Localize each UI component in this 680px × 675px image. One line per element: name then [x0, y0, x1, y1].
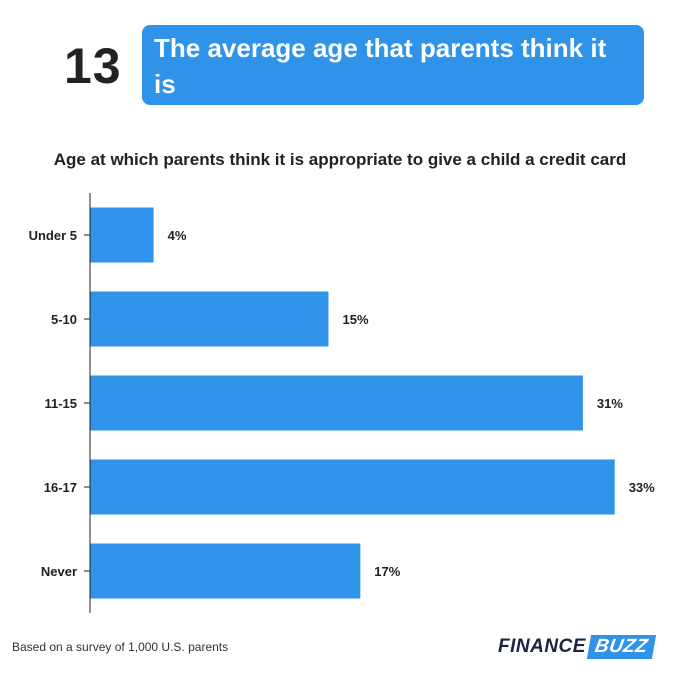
value-label-4: 17% — [374, 564, 400, 579]
headline-line-1: The average age that parents think it is — [154, 33, 607, 99]
logo-finance-text: FINANCE — [498, 636, 586, 657]
logo-buzz-text: BUZZ — [586, 635, 656, 659]
category-label-0: Under 5 — [29, 228, 77, 243]
chart-title: Age at which parents think it is appropr… — [53, 150, 627, 169]
value-label-0: 4% — [168, 228, 187, 243]
value-label-1: 15% — [343, 312, 369, 327]
category-label-3: 16-17 — [44, 480, 77, 495]
bar-3 — [90, 459, 615, 515]
bar-0 — [90, 207, 154, 263]
value-label-3: 33% — [629, 480, 655, 495]
headline-banner: The average age that parents think it is… — [142, 25, 644, 171]
category-label-1: 5-10 — [51, 312, 77, 327]
survey-footnote: Based on a survey of 1,000 U.S. parents — [12, 640, 229, 654]
value-label-2: 31% — [597, 396, 623, 411]
stat-number: 13 — [64, 38, 122, 94]
financebuzz-logo: FINANCE BUZZ — [498, 634, 656, 660]
bar-1 — [90, 291, 329, 347]
bar-2 — [90, 375, 583, 431]
category-label-4: Never — [41, 564, 77, 579]
headline-line-2: appropriate to give a child a credit car… — [154, 105, 578, 171]
category-label-2: 11-15 — [44, 396, 77, 411]
bar-4 — [90, 543, 361, 599]
